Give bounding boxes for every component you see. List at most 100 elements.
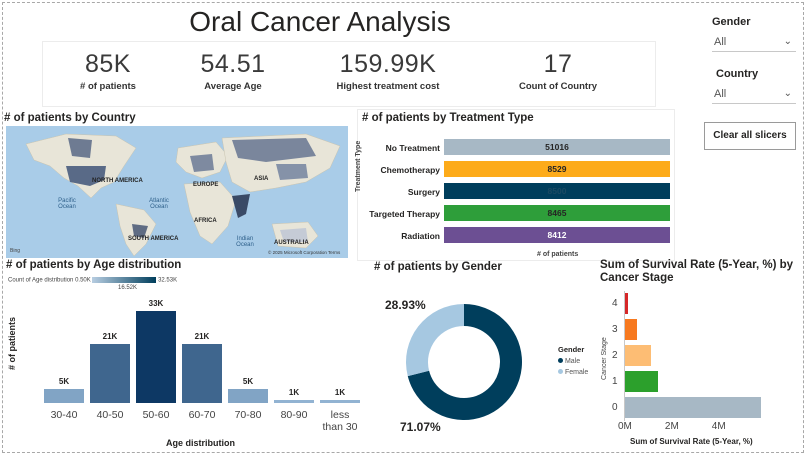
map-land-svg xyxy=(25,133,341,257)
map-label-asia: ASIA xyxy=(254,176,269,182)
age-legend-title: Count of Age distribution xyxy=(8,277,74,284)
gender-dropdown-value: All xyxy=(714,36,727,48)
kpi-highest-cost-value: 159.99K xyxy=(339,50,437,78)
map-label-africa: AFRICA xyxy=(194,218,217,224)
gender-legend-male[interactable]: Male xyxy=(558,358,588,365)
map-label-south-america: SOUTH AMERICA xyxy=(128,236,179,242)
kpi-average-age-value: 54.51 xyxy=(200,50,266,78)
age-bar-70-80[interactable] xyxy=(228,389,268,403)
treatment-title: # of patients by Treatment Type xyxy=(362,112,534,124)
age-tick-50-60: 50-60 xyxy=(142,409,170,421)
map-label-north-america: NORTH AMERICA xyxy=(92,178,143,184)
treatment-x-axis-label: # of patients xyxy=(537,251,579,258)
australia-highlight xyxy=(280,228,308,242)
survival-title-line2: Cancer Stage xyxy=(600,272,674,284)
donut-slice-male[interactable] xyxy=(407,304,522,420)
legend-dot-icon xyxy=(558,358,563,363)
kpi-country-count-label: Count of Country xyxy=(518,81,598,92)
gender-legend-male-label: Male xyxy=(564,358,581,365)
age-bar-40-50[interactable] xyxy=(90,344,130,403)
survival-title-line1: Sum of Survival Rate (5-Year, %) by xyxy=(600,259,794,271)
russia-highlight xyxy=(232,138,316,162)
age-tick-60-70: 60-70 xyxy=(188,409,216,421)
kpi-band: 85K # of patients 54.51 Average Age 159.… xyxy=(43,42,655,106)
country-map[interactable]: NORTH AMERICA EUROPE ASIA AFRICA SOUTH A… xyxy=(6,126,348,258)
treatment-label-no-treatment: No Treatment xyxy=(385,143,440,153)
survival-bar-stage-2[interactable] xyxy=(625,345,651,366)
treatment-bar-no-treatment[interactable]: 51016 xyxy=(444,139,670,155)
treatment-bar-surgery[interactable]: 8500 xyxy=(444,183,670,199)
gender-legend-female-label: Female xyxy=(564,369,589,376)
kpi-highest-cost-label: Highest treatment cost xyxy=(336,81,440,92)
gender-donut[interactable] xyxy=(400,298,528,426)
survival-x-tick-2m: 2M xyxy=(664,421,679,432)
survival-stage-label-2: 2 xyxy=(612,350,618,361)
kpi-patients-label: # of patients xyxy=(80,81,136,92)
map-ocean-pacific: Pacific Ocean xyxy=(58,198,76,210)
age-legend-mid: 16.52K xyxy=(118,285,138,291)
gender-legend: Gender Male Female xyxy=(558,345,588,376)
survival-stage-label-4: 4 xyxy=(612,298,618,309)
usa-highlight xyxy=(66,166,106,186)
age-bar-80-90[interactable] xyxy=(274,400,314,403)
map-label-europe: EUROPE xyxy=(193,182,219,188)
survival-bar-stage-3[interactable] xyxy=(625,319,637,340)
survival-x-axis-label: Sum of Survival Rate (5-Year, %) xyxy=(630,437,753,446)
treatment-bar-chemotherapy[interactable]: 8529 xyxy=(444,161,670,177)
age-tick-30-40: 30-40 xyxy=(50,409,78,421)
gender-legend-female[interactable]: Female xyxy=(558,369,588,376)
kpi-country-count-value: 17 xyxy=(543,50,573,78)
survival-bar-stage-4[interactable] xyxy=(625,293,628,314)
age-bar-label-30-40: 5K xyxy=(58,377,70,387)
kpi-patients-value: 85K xyxy=(85,50,131,78)
age-bar-label-40-50: 21K xyxy=(102,332,118,342)
kpi-highest-cost: 159.99K Highest treatment cost xyxy=(313,50,463,92)
gender-slicer: Gender All ⌄ xyxy=(712,16,798,52)
survival-bar-stage-1[interactable] xyxy=(625,371,658,392)
kpi-country-count: 17 Count of Country xyxy=(503,50,613,92)
gender-legend-title: Gender xyxy=(558,345,585,354)
survival-bar-stage-0[interactable] xyxy=(625,397,761,418)
country-dropdown[interactable]: All ⌄ xyxy=(712,86,796,104)
survival-y-axis-line xyxy=(624,291,625,421)
treatment-label-radiation: Radiation xyxy=(401,231,440,241)
age-legend-min: 0.50K xyxy=(75,277,91,284)
age-bar-60-70[interactable] xyxy=(182,344,222,403)
survival-x-tick-0m: 0M xyxy=(618,421,632,432)
map-copyright: © 2025 Microsoft Corporation Terms xyxy=(268,250,340,255)
treatment-bar-targeted-therapy[interactable]: 8465 xyxy=(444,205,670,221)
map-ocean-indian: Indian Ocean xyxy=(236,236,254,248)
age-bar-label-50-60: 33K xyxy=(148,299,164,308)
gender-male-pct: 71.07% xyxy=(400,420,441,434)
kpi-average-age: 54.51 Average Age xyxy=(183,50,283,92)
age-bar-less-than-30[interactable] xyxy=(320,400,360,403)
age-bar-label-less-than-30: 1K xyxy=(334,388,346,398)
treatment-bar-radiation[interactable]: 8412 xyxy=(444,227,670,243)
chevron-down-icon: ⌄ xyxy=(783,88,792,99)
age-y-axis-label: # of patients xyxy=(7,316,17,370)
kpi-patients: 85K # of patients xyxy=(63,50,153,92)
map-terms-link[interactable]: Terms xyxy=(328,250,341,255)
country-dropdown-value: All xyxy=(714,88,727,100)
age-x-axis-label: Age distribution xyxy=(166,438,235,448)
map-ocean-atlantic: Atlantic Ocean xyxy=(149,198,169,210)
europe-highlight xyxy=(190,154,214,172)
map-label-australia: AUSTRALIA xyxy=(274,240,309,246)
treatment-label-chemotherapy: Chemotherapy xyxy=(380,165,440,175)
donut-slice-female[interactable] xyxy=(406,304,464,377)
gender-dropdown[interactable]: All ⌄ xyxy=(712,34,796,52)
age-bar-30-40[interactable] xyxy=(44,389,84,403)
clear-all-slicers-button[interactable]: Clear all slicers xyxy=(704,122,796,150)
survival-stage-label-3: 3 xyxy=(612,324,618,335)
age-legend-gradient xyxy=(92,277,157,283)
gender-slicer-label: Gender xyxy=(712,16,751,28)
age-title: # of patients by Age distribution xyxy=(6,259,182,271)
age-legend-max: 32.53K xyxy=(158,277,178,284)
india-highlight xyxy=(232,194,250,218)
treatment-label-targeted-therapy: Targeted Therapy xyxy=(369,209,440,219)
canada-highlight xyxy=(68,138,92,158)
age-bar-50-60[interactable] xyxy=(136,311,176,403)
gender-title: # of patients by Gender xyxy=(374,261,502,273)
survival-title: Sum of Survival Rate (5-Year, %) by Canc… xyxy=(600,259,800,285)
